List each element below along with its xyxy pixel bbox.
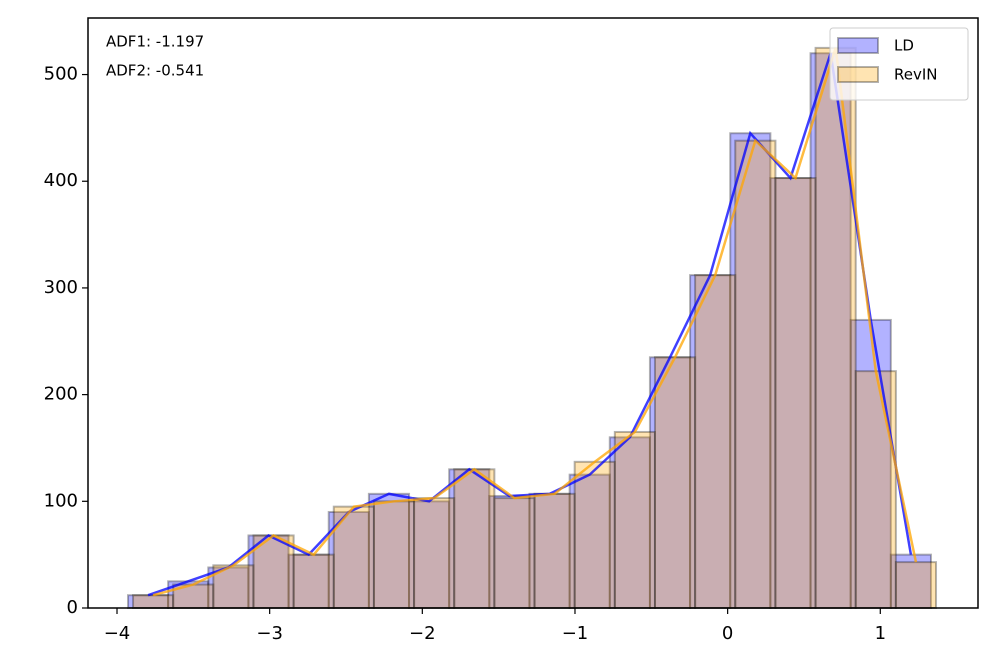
- plot-frame: [87, 17, 979, 609]
- bar: [734, 139, 777, 609]
- legend-label: LD: [894, 37, 914, 55]
- y-tick-label: 400: [44, 170, 78, 191]
- bar: [573, 460, 616, 610]
- y-tick-label: 500: [44, 64, 78, 85]
- bar: [533, 492, 576, 610]
- y-tick-label: 0: [67, 597, 78, 618]
- bar: [372, 500, 416, 610]
- bar: [769, 177, 812, 609]
- x-tick-label: −4: [104, 623, 131, 644]
- bar: [292, 553, 335, 609]
- legend-label: RevIN: [894, 66, 938, 84]
- bar: [453, 468, 496, 610]
- legend-swatch: [837, 66, 879, 83]
- line: [147, 52, 913, 597]
- line: [152, 47, 918, 597]
- legend-swatch: [837, 37, 879, 54]
- y-tick-label: 100: [44, 490, 78, 511]
- bar: [488, 494, 531, 609]
- x-tick-label: 0: [722, 623, 733, 644]
- x-tick-label: −1: [562, 623, 589, 644]
- y-tick-label: 300: [44, 277, 78, 298]
- bar: [413, 497, 456, 609]
- x-tick-label: 1: [875, 623, 886, 644]
- bar: [694, 274, 737, 609]
- bar: [774, 177, 817, 609]
- bar: [854, 370, 897, 610]
- bar: [814, 46, 857, 610]
- bar: [648, 356, 692, 609]
- legend-box: [829, 27, 969, 101]
- bar: [448, 468, 491, 610]
- bar: [132, 594, 175, 609]
- bar: [849, 318, 892, 609]
- bar: [608, 436, 651, 610]
- bar: [889, 553, 932, 609]
- bar: [653, 356, 697, 609]
- bar: [252, 534, 295, 609]
- annotation: ADF2: -0.541: [106, 62, 204, 80]
- bar: [729, 132, 772, 609]
- bar: [408, 500, 451, 610]
- y-tick-label: 200: [44, 384, 78, 405]
- bar: [894, 561, 938, 610]
- annotation: ADF1: -1.197: [106, 33, 204, 51]
- bar: [493, 497, 536, 609]
- x-tick-label: −3: [256, 623, 283, 644]
- bar: [613, 430, 656, 609]
- x-tick-label: −2: [409, 623, 436, 644]
